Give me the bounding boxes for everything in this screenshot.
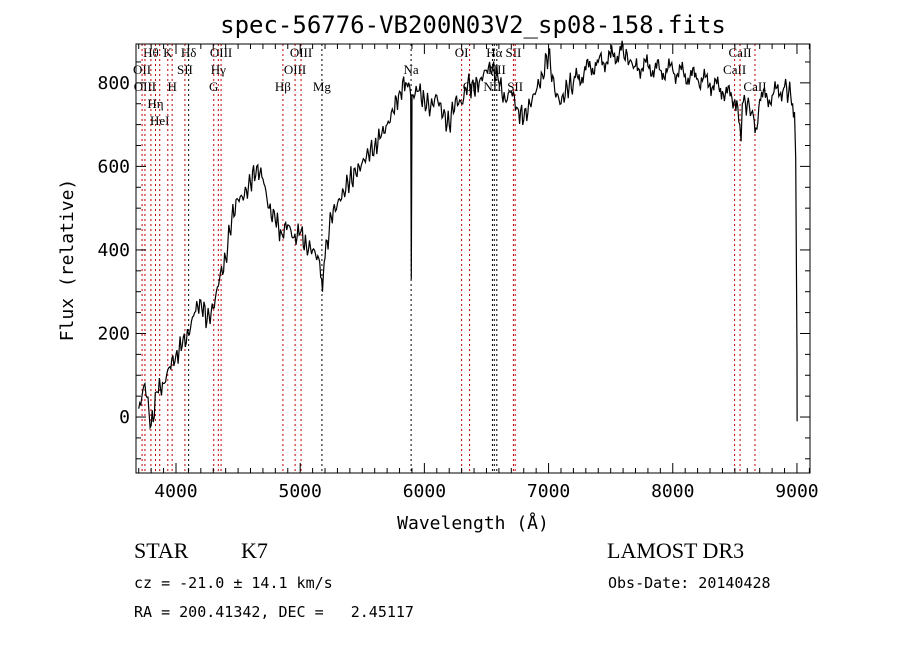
chart-title: spec-56776-VB200N03V2_sp08-158.fits — [220, 11, 726, 39]
object-subclass: K7 — [241, 538, 268, 563]
spectral-line-label: Hα — [486, 45, 502, 60]
spectral-line-label: Na — [404, 62, 419, 77]
y-tick-label: 800 — [97, 73, 130, 94]
y-axis-label: Flux (relative) — [57, 179, 78, 342]
spectral-line-label: OIII — [290, 45, 312, 60]
spectral-line-label: OIII — [284, 62, 306, 77]
spectral-line-label: SII — [177, 62, 193, 77]
spectral-line-label: CaII — [729, 45, 752, 60]
spectral-line-label: Hδ — [181, 45, 197, 60]
spectral-line-label: HeI — [150, 113, 170, 128]
spectral-line-label: SII — [507, 79, 523, 94]
spectral-line-label: Hθ — [143, 45, 159, 60]
spectral-line-label: Hγ — [211, 62, 226, 77]
object-class: STAR — [134, 538, 189, 563]
x-tick-label: 9000 — [775, 481, 818, 502]
x-tick-label: 4000 — [154, 481, 197, 502]
plot-frame — [135, 43, 811, 474]
spectral-line-label: K — [163, 45, 173, 60]
y-tick-label: 400 — [97, 240, 130, 261]
spectral-line-label: OI — [455, 45, 469, 60]
radec-text: RA = 200.41342, DEC = 2.45117 — [134, 603, 414, 621]
y-tick-label: 200 — [97, 323, 130, 344]
spectrum-line — [138, 40, 798, 431]
obs-date-text: Obs-Date: 20140428 — [608, 574, 771, 592]
x-tick-label: 6000 — [403, 481, 446, 502]
spectral-line-label: OII — [133, 62, 151, 77]
spectral-line-label: CaII — [723, 62, 746, 77]
y-tick-label: 0 — [119, 407, 130, 428]
x-tick-label: 8000 — [651, 481, 694, 502]
x-tick-label: 5000 — [279, 481, 322, 502]
x-tick-label: 7000 — [527, 481, 570, 502]
spectral-line-label: G — [209, 79, 218, 94]
spectral-line-label: OIII — [134, 79, 156, 94]
redshift-text: cz = -21.0 ± 14.1 km/s — [134, 574, 333, 592]
spectral-line-label: CaII — [743, 79, 766, 94]
spectral-line-label: OIII — [210, 45, 232, 60]
x-axis-label: Wavelength (Å) — [397, 512, 549, 534]
spectral-line-label: Mg — [313, 79, 332, 94]
spectral-line-label: Hβ — [275, 79, 291, 94]
spectral-line-label: H — [167, 79, 176, 94]
spectral-line-label: SII — [505, 45, 521, 60]
survey-label: LAMOST DR3 — [607, 538, 745, 563]
spectral-line-label: Hη — [147, 96, 163, 111]
y-tick-label: 600 — [97, 156, 130, 177]
